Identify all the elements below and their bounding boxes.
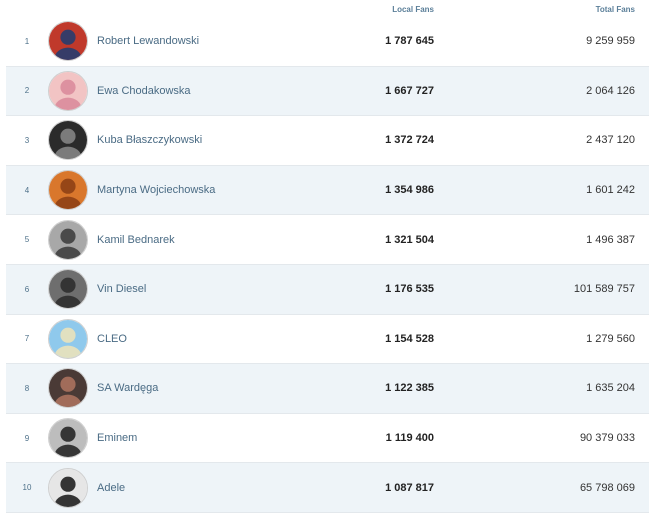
local-fans-value: 1 154 528 xyxy=(385,332,434,345)
celebrity-name-link[interactable]: Eminem xyxy=(97,432,138,445)
table-row[interactable]: 1 Robert Lewandowski 1 787 645 9 259 959 xyxy=(6,17,649,67)
total-fans-value: 2 064 126 xyxy=(586,84,635,97)
celebrity-name-link[interactable]: Martyna Wojciechowska xyxy=(97,184,216,197)
avatar[interactable] xyxy=(48,318,88,359)
avatar[interactable] xyxy=(48,170,88,211)
rank-number: 6 xyxy=(24,284,30,294)
local-fans-value: 1 372 724 xyxy=(385,134,434,147)
table-row[interactable]: 8 SA Wardęga 1 122 385 1 635 204 xyxy=(6,364,649,414)
local-fans-value: 1 354 986 xyxy=(385,184,434,197)
total-fans-value: 1 279 560 xyxy=(586,332,635,345)
avatar[interactable] xyxy=(48,70,88,111)
rank-number: 1 xyxy=(24,36,30,46)
avatar[interactable] xyxy=(48,21,88,62)
local-fans-value: 1 119 400 xyxy=(385,432,434,445)
avatar[interactable] xyxy=(48,418,88,459)
rank-number: 7 xyxy=(24,334,30,344)
table-header: Local Fans Total Fans xyxy=(0,0,655,17)
celebrity-name-link[interactable]: CLEO xyxy=(97,332,127,345)
total-fans-value: 101 589 757 xyxy=(573,283,635,296)
celebrity-name-link[interactable]: Kuba Błaszczykowski xyxy=(97,134,203,147)
rank-number: 5 xyxy=(24,235,30,245)
avatar[interactable] xyxy=(48,467,88,508)
rank-number: 8 xyxy=(24,383,30,393)
table-row[interactable]: 6 Vin Diesel 1 176 535 101 589 757 xyxy=(6,264,649,315)
local-fans-value: 1 667 727 xyxy=(385,84,434,97)
total-fans-value: 1 635 204 xyxy=(586,382,635,395)
rank-number: 9 xyxy=(24,433,30,443)
table-row[interactable]: 5 Kamil Bednarek 1 321 504 1 496 387 xyxy=(6,215,649,265)
total-fans-header[interactable]: Total Fans xyxy=(595,5,635,14)
table-row[interactable]: 9 Eminem 1 119 400 90 379 033 xyxy=(6,414,649,464)
celebrity-name-link[interactable]: Ewa Chodakowska xyxy=(97,84,191,97)
table-row[interactable]: 2 Ewa Chodakowska 1 667 727 2 064 126 xyxy=(6,66,649,117)
celebrity-name-link[interactable]: Robert Lewandowski xyxy=(97,35,200,48)
total-fans-value: 9 259 959 xyxy=(586,35,635,48)
celebrity-name-link[interactable]: SA Wardęga xyxy=(97,382,159,395)
table-row[interactable]: 10 Adele 1 087 817 65 798 069 xyxy=(6,463,649,513)
total-fans-value: 1 496 387 xyxy=(586,233,635,246)
avatar[interactable] xyxy=(48,269,88,310)
rank-number: 4 xyxy=(24,185,30,195)
total-fans-value: 2 437 120 xyxy=(586,134,635,147)
table-row[interactable]: 3 Kuba Błaszczykowski 1 372 724 2 437 12… xyxy=(6,116,649,166)
total-fans-value: 65 798 069 xyxy=(579,481,635,494)
local-fans-header[interactable]: Local Fans xyxy=(392,5,434,14)
local-fans-value: 1 176 535 xyxy=(385,283,434,296)
local-fans-value: 1 087 817 xyxy=(385,481,434,494)
local-fans-value: 1 787 645 xyxy=(385,35,434,48)
local-fans-value: 1 122 385 xyxy=(385,382,434,395)
avatar[interactable] xyxy=(48,219,88,260)
table-row[interactable]: 4 Martyna Wojciechowska 1 354 986 1 601 … xyxy=(6,165,649,216)
table-body: 1 Robert Lewandowski 1 787 645 9 259 959… xyxy=(6,17,649,513)
celebrity-name-link[interactable]: Adele xyxy=(97,481,126,494)
celebrity-name-link[interactable]: Vin Diesel xyxy=(97,283,147,296)
avatar[interactable] xyxy=(48,368,88,409)
local-fans-value: 1 321 504 xyxy=(385,233,434,246)
table-row[interactable]: 7 CLEO 1 154 528 1 279 560 xyxy=(6,315,649,365)
celebrity-name-link[interactable]: Kamil Bednarek xyxy=(97,233,175,246)
avatar[interactable] xyxy=(48,120,88,161)
total-fans-value: 1 601 242 xyxy=(586,184,635,197)
rank-number: 10 xyxy=(22,483,32,493)
rank-number: 2 xyxy=(24,86,30,96)
total-fans-value: 90 379 033 xyxy=(579,432,635,445)
rank-number: 3 xyxy=(24,135,30,145)
